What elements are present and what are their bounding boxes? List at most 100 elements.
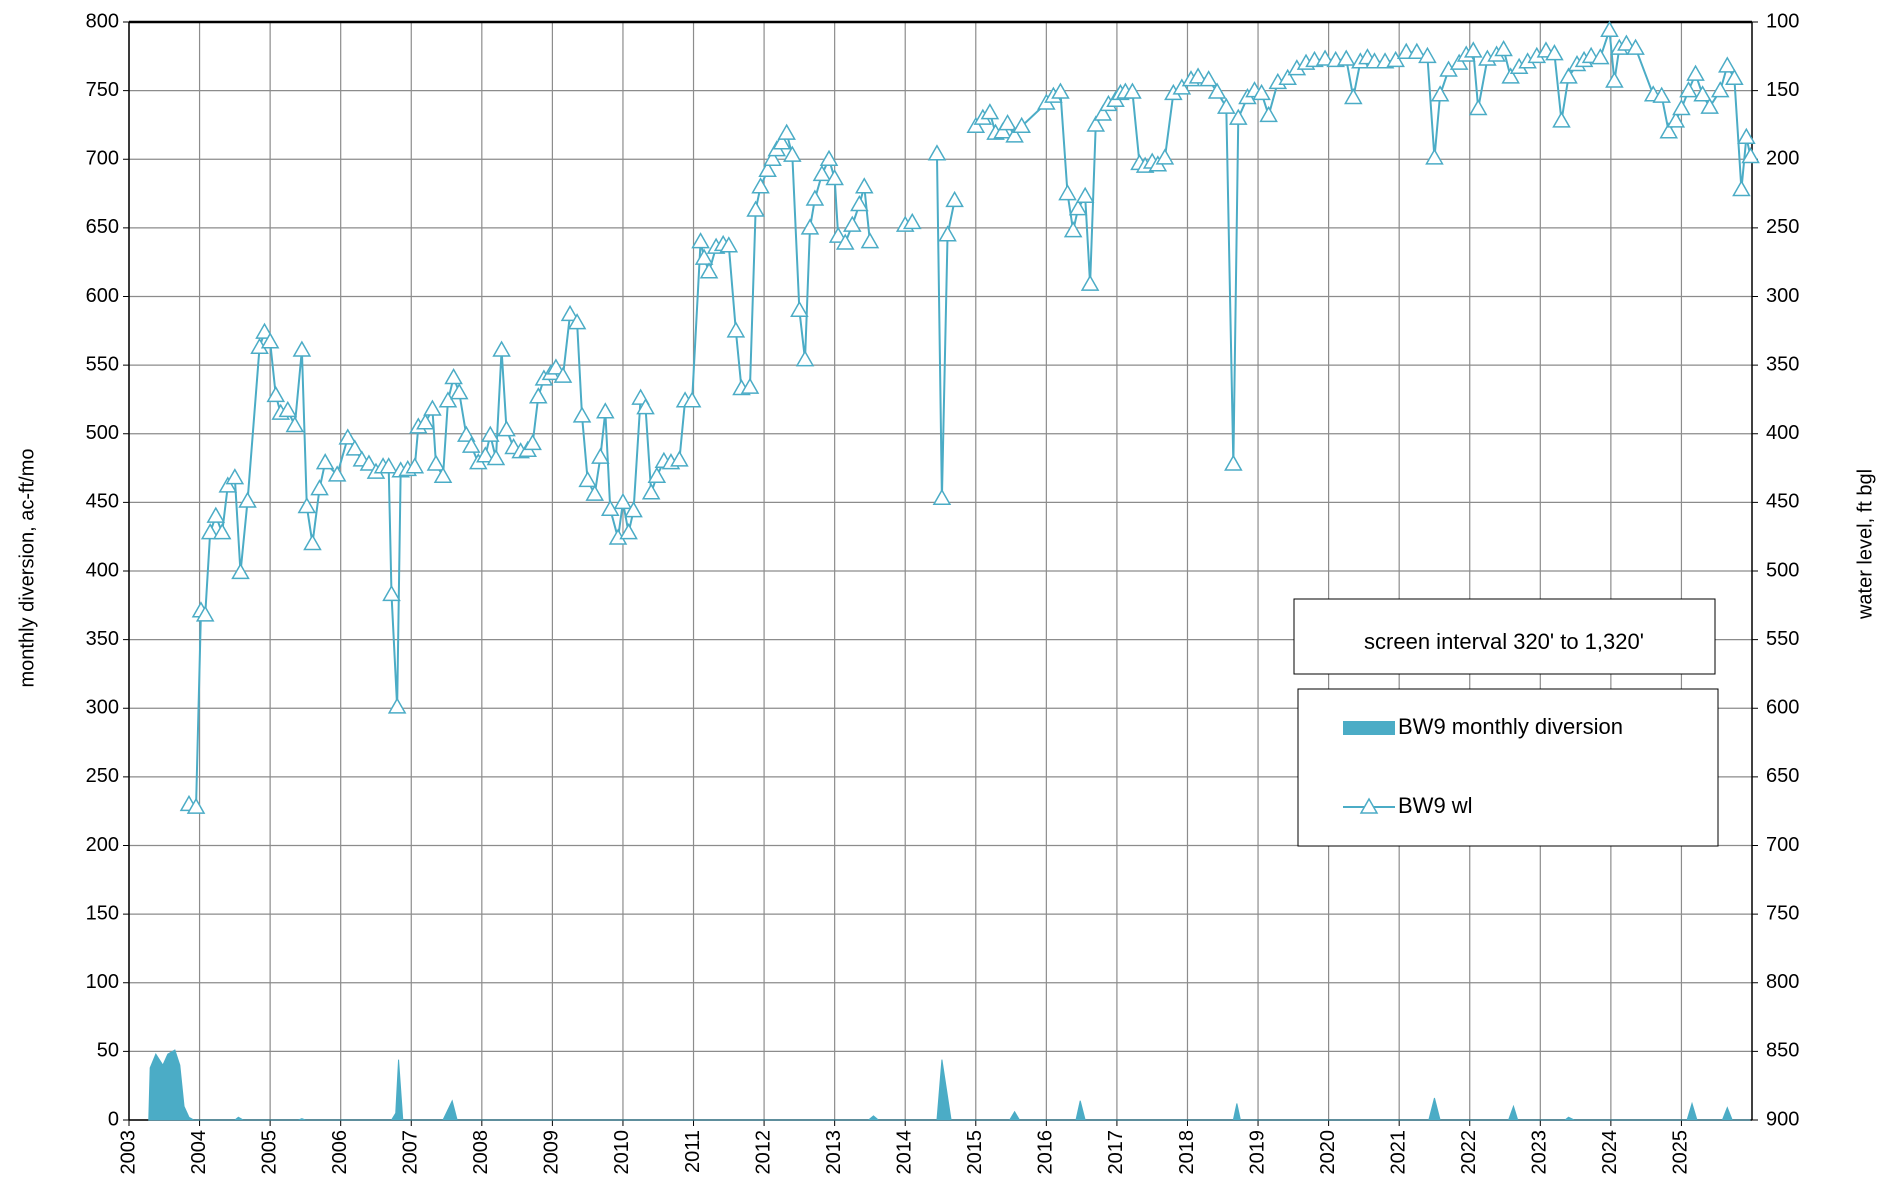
y2-tick-label: 350 (1766, 353, 1799, 375)
y-tick-label: 50 (97, 1040, 119, 1062)
marker (338, 428, 358, 445)
marker (546, 358, 566, 375)
y-tick-label: 0 (108, 1108, 119, 1130)
marker (1051, 82, 1070, 99)
marker (1172, 78, 1192, 95)
marker (303, 534, 322, 551)
y2-tick-label: 750 (1766, 902, 1799, 924)
marker (1252, 83, 1271, 101)
marker (1336, 49, 1356, 66)
marker (998, 114, 1017, 131)
marker (980, 103, 1000, 120)
legend-box (1297, 688, 1719, 847)
marker (1626, 38, 1645, 55)
marker (783, 145, 802, 162)
marker (1617, 34, 1636, 51)
marker (1741, 146, 1760, 164)
marker (1494, 39, 1513, 57)
marker (1545, 44, 1564, 61)
marker (694, 248, 714, 265)
marker (1686, 64, 1705, 81)
y-tick-label: 350 (86, 628, 119, 650)
marker (387, 697, 407, 714)
x-tick-label: 2023 (1529, 1130, 1551, 1175)
y-tick-label: 650 (86, 216, 119, 238)
marker (619, 523, 638, 540)
marker (800, 218, 820, 235)
marker (1693, 85, 1712, 102)
marker (315, 453, 335, 470)
marker (1315, 49, 1335, 66)
marker (578, 470, 597, 488)
marker (1468, 98, 1488, 116)
marker (359, 454, 379, 471)
marker (438, 391, 458, 408)
marker (1093, 104, 1113, 121)
marker (1718, 56, 1737, 73)
marker (1058, 184, 1077, 201)
marker (945, 190, 964, 208)
y2-tick-label: 600 (1766, 697, 1799, 719)
marker (255, 322, 274, 339)
marker (1005, 126, 1024, 143)
marker (1679, 81, 1698, 98)
marker (636, 398, 655, 415)
legend-swatch (1343, 721, 1395, 735)
marker (449, 383, 469, 400)
y2-tick-label: 400 (1766, 422, 1799, 444)
y2-tick-label: 900 (1766, 1108, 1799, 1130)
marker (1080, 274, 1100, 291)
marker (1188, 67, 1208, 84)
marker (790, 300, 809, 317)
marker (200, 523, 220, 540)
marker (1737, 127, 1756, 145)
marker (1386, 50, 1405, 68)
marker (1216, 97, 1236, 114)
x-tick-label: 2007 (400, 1130, 422, 1175)
x-tick-label: 2020 (1317, 1130, 1339, 1175)
marker (567, 313, 587, 330)
marker (379, 457, 398, 474)
marker (1501, 67, 1520, 84)
marker (1710, 81, 1730, 98)
x-tick-label: 2010 (611, 1130, 633, 1175)
y2-tick-label: 150 (1766, 79, 1799, 101)
marker (825, 168, 844, 186)
x-tick-label: 2003 (117, 1130, 139, 1175)
y-axis-label: monthly diversion, ac-ft/mo (16, 449, 38, 688)
marker (719, 236, 739, 253)
x-tick-label: 2015 (964, 1130, 986, 1175)
marker (1559, 67, 1578, 84)
x-tick-label: 2011 (682, 1130, 704, 1173)
marker (1224, 454, 1243, 471)
y-tick-label: 500 (86, 422, 119, 444)
marker (1278, 68, 1297, 86)
marker (850, 195, 869, 212)
marker (285, 416, 305, 433)
x-tick-label: 2005 (258, 1130, 280, 1175)
marker (195, 605, 215, 622)
marker (278, 400, 298, 418)
marker (938, 225, 957, 242)
marker (572, 406, 592, 423)
marker (327, 465, 347, 482)
marker (902, 212, 922, 230)
x-tick-label: 2018 (1176, 1130, 1198, 1175)
marker (805, 189, 825, 206)
marker (238, 491, 257, 508)
marker (433, 466, 453, 484)
y2-tick-label: 300 (1766, 285, 1799, 307)
marker (212, 523, 232, 540)
marker (819, 149, 839, 166)
marker (1155, 148, 1175, 165)
x-tick-label: 2008 (470, 1130, 492, 1175)
marker (523, 433, 542, 451)
marker (1672, 98, 1691, 116)
x-tick-label: 2019 (1246, 1130, 1268, 1175)
marker (1075, 186, 1095, 204)
marker (1725, 68, 1744, 86)
marker (416, 413, 435, 430)
marker (647, 466, 667, 484)
y2-tick-label: 200 (1766, 148, 1799, 170)
marker (746, 200, 765, 217)
